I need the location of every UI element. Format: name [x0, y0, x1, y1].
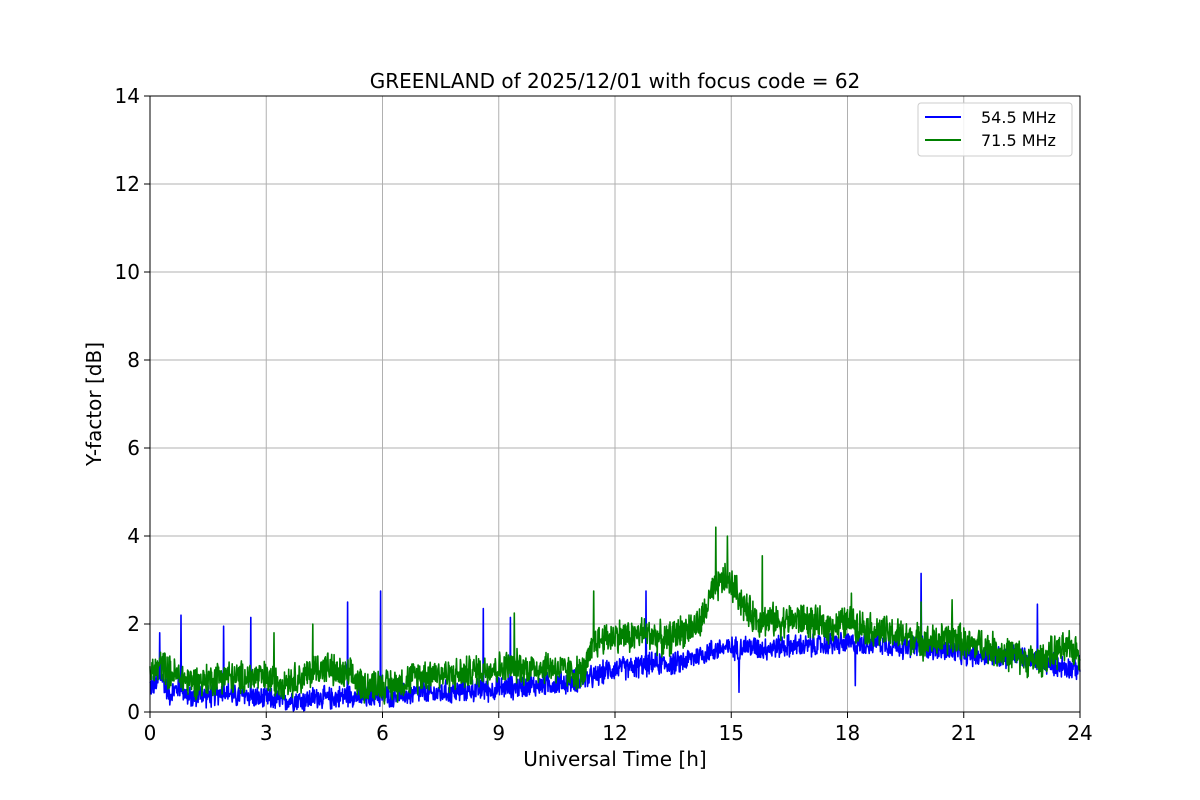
- x-tick-label: 0: [144, 721, 157, 745]
- y-tick-label: 0: [127, 700, 140, 724]
- grid-lines: [149, 95, 1081, 713]
- x-axis-label: Universal Time [h]: [523, 747, 706, 771]
- x-tick-label: 6: [376, 721, 389, 745]
- y-tick-label: 10: [115, 260, 140, 284]
- series-line-71-5-mhz: [149, 526, 1081, 705]
- y-tick-label: 6: [127, 436, 140, 460]
- y-tick-label: 8: [127, 348, 140, 372]
- series-layer: [149, 526, 1081, 712]
- y-tick-label: 2: [127, 612, 140, 636]
- x-tick-label: 24: [1067, 721, 1092, 745]
- x-tick-label: 21: [951, 721, 976, 745]
- chart-title: GREENLAND of 2025/12/01 with focus code …: [370, 69, 861, 93]
- x-tick-label: 15: [719, 721, 744, 745]
- y-tick-label: 12: [115, 172, 140, 196]
- y-tick-label: 14: [115, 84, 140, 108]
- legend: 54.5 MHz 71.5 MHz: [917, 102, 1073, 157]
- y-axis-label: Y-factor [dB]: [82, 342, 106, 467]
- y-tick-label: 4: [127, 524, 140, 548]
- x-tick-label: 12: [602, 721, 627, 745]
- x-tick-label: 9: [492, 721, 505, 745]
- x-tick-label: 3: [260, 721, 273, 745]
- x-tick-label: 18: [835, 721, 860, 745]
- legend-label-71-5: 71.5 MHz: [981, 131, 1056, 150]
- legend-label-54-5: 54.5 MHz: [981, 108, 1056, 127]
